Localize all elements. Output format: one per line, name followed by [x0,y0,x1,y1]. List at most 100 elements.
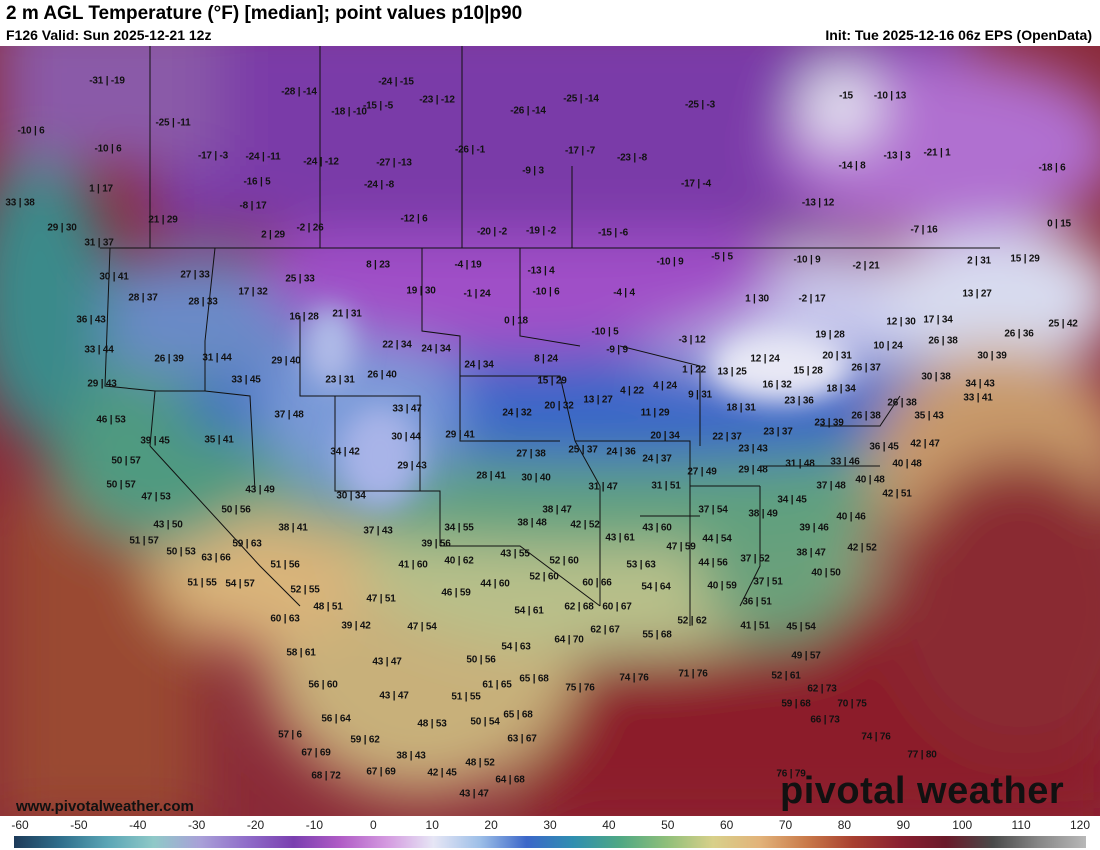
point-value-label: 28 | 37 [128,292,158,304]
point-value-label: 40 | 48 [855,474,885,486]
point-value-label: 46 | 53 [96,414,126,426]
point-value-label: 11 | 29 [640,407,670,419]
point-value-label: 64 | 70 [554,634,584,646]
point-value-label: 38 | 47 [542,504,572,516]
point-value-label: -24 | -8 [363,179,395,191]
point-value-label: -16 | 5 [243,176,271,188]
point-value-label: -24 | -12 [303,156,339,168]
point-value-label: 52 | 62 [677,615,707,627]
point-value-label: 33 | 41 [963,392,993,404]
colorbar-tick-label: -30 [187,818,206,832]
point-value-label: 18 | 34 [826,383,856,395]
point-value-label: 21 | 29 [148,214,178,226]
point-value-label: 76 | 79 [776,768,806,780]
point-value-label: 52 | 60 [549,555,579,567]
point-value-label: -2 | 21 [852,260,880,272]
point-value-label: 24 | 32 [502,407,532,419]
colorbar-tick-label: 40 [602,818,616,832]
website-text: www.pivotalweather.com [16,798,194,815]
point-value-label: 59 | 62 [350,734,380,746]
point-value-label: 34 | 42 [330,446,360,458]
point-value-label: 56 | 60 [308,679,338,691]
point-value-label: 23 | 37 [763,426,793,438]
point-value-label: 40 | 62 [444,555,474,567]
point-value-label: 40 | 50 [811,567,841,579]
point-value-label: 55 | 68 [642,629,672,641]
point-value-label: 13 | 27 [962,288,992,300]
point-value-label: -15 | -6 [597,227,629,239]
colorbar-tick-label: 70 [778,818,793,832]
point-value-label: 25 | 37 [568,444,598,456]
point-value-label: 17 | 32 [238,286,268,298]
init-time: Init: Tue 2025-12-16 06z EPS (OpenData) [825,27,1092,43]
point-value-label: 52 | 61 [771,670,801,682]
point-value-label: 39 | 45 [140,435,170,447]
point-value-label: 20 | 34 [650,430,680,442]
colorbar-tick-label: 80 [837,818,852,832]
point-value-label: -18 | -10 [331,106,367,118]
point-value-label: 47 | 51 [366,593,396,605]
point-value-label: -21 | 1 [923,147,951,159]
point-value-label: 47 | 54 [407,621,437,633]
point-value-label: 27 | 38 [516,448,546,460]
point-value-label: 45 | 54 [786,621,816,633]
point-value-label: -10 | 6 [532,286,560,298]
point-value-label: 27 | 33 [180,269,210,281]
point-value-label: 1 | 17 [89,183,113,195]
point-value-label: 30 | 39 [977,350,1007,362]
point-value-label: 54 | 63 [501,641,531,653]
point-value-label: 18 | 31 [726,402,756,414]
point-value-label: -9 | 3 [522,165,544,177]
point-value-label: 63 | 66 [201,552,231,564]
point-value-label: 54 | 61 [514,605,544,617]
point-value-label: 30 | 41 [99,271,129,283]
point-value-label: -7 | 16 [910,224,938,236]
point-value-label: 40 | 48 [892,458,922,470]
point-value-label: 31 | 48 [785,458,815,470]
point-value-label: 70 | 75 [837,698,867,710]
point-value-label: 66 | 73 [810,714,840,726]
header: 2 m AGL Temperature (°F) [median]; point… [0,0,1100,46]
point-value-label: -10 | 6 [17,125,45,137]
point-value-label: 24 | 37 [642,453,672,465]
pivotal-weather-logo: pivotal weather [780,770,1065,812]
point-value-label: -8 | 17 [239,200,267,212]
point-value-label: 23 | 31 [325,374,355,386]
point-value-label: 40 | 46 [836,511,866,523]
point-value-label: -10 | 9 [656,256,684,268]
point-value-label: 8 | 24 [534,353,558,365]
point-value-label: 27 | 49 [687,466,717,478]
point-value-label: 54 | 64 [641,581,671,593]
point-value-label: 23 | 39 [814,417,844,429]
point-value-label: 1 | 22 [682,364,706,376]
point-value-label: 42 | 51 [882,488,912,500]
point-value-label: -24 | -15 [378,76,414,88]
colorbar-tick-label: 90 [896,818,911,832]
point-value-label: 46 | 59 [441,587,471,599]
point-value-label: 51 | 55 [187,577,217,589]
point-value-label: 65 | 68 [519,673,549,685]
point-value-label: 77 | 80 [907,749,937,761]
point-value-label: 42 | 52 [847,542,877,554]
point-value-label: 50 | 57 [106,479,136,491]
point-value-label: 60 | 66 [582,577,612,589]
map-title: 2 m AGL Temperature (°F) [median]; point… [6,3,523,24]
point-value-label: 28 | 41 [476,470,506,482]
point-value-label: 0 | 18 [504,315,528,327]
point-value-label: 68 | 72 [311,770,341,782]
point-value-label: -25 | -3 [684,99,716,111]
point-value-label: -28 | -14 [281,86,317,98]
point-value-label: 35 | 43 [914,410,944,422]
temperature-map[interactable]: -31 | -19 -28 | -14 -24 | -15 -23 | -12 -18 … [0,46,1100,816]
point-value-label: 48 | 52 [465,757,495,769]
point-value-label: -15 | -5 [362,100,394,112]
colorbar-tick-label: 100 [952,818,973,832]
point-value-label: 24 | 36 [606,446,636,458]
point-value-label: -10 | 5 [591,326,619,338]
point-value-label: 65 | 68 [503,709,533,721]
point-value-label: 1 | 30 [745,293,769,305]
point-value-label: 52 | 60 [529,571,559,583]
colorbar-tick-label: 30 [543,818,557,832]
point-value-label: 29 | 43 [87,378,117,390]
point-value-label: 23 | 43 [738,443,768,455]
